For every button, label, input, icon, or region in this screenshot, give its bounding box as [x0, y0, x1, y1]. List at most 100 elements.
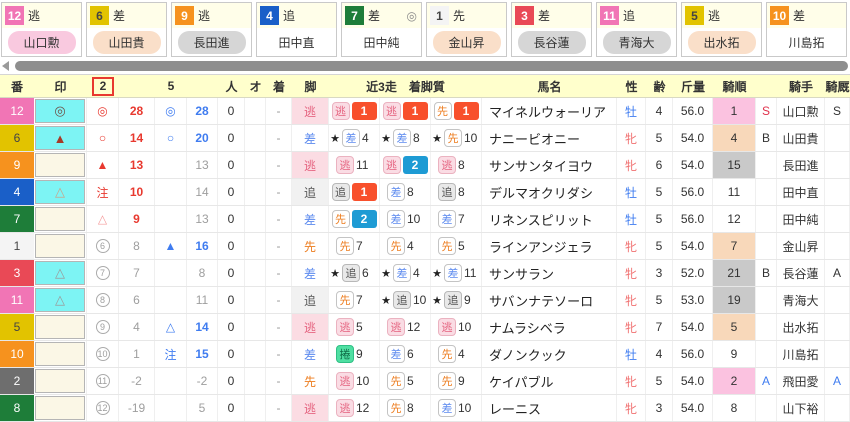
- run-position: 10: [463, 131, 478, 145]
- sex-cell: 牝: [617, 287, 646, 313]
- horse-name-cell[interactable]: ナムラシベラ: [482, 314, 617, 340]
- mark-box-cell[interactable]: ▲: [34, 125, 87, 151]
- mark-box-cell[interactable]: [34, 206, 87, 232]
- mark-box-cell[interactable]: [34, 233, 87, 259]
- col5-value-cell: 28: [187, 98, 218, 124]
- jockey-name: 川島拓: [788, 35, 825, 50]
- mark-box-cell[interactable]: [34, 395, 87, 421]
- run-position: 10: [458, 401, 472, 415]
- age-cell: 3: [646, 395, 673, 421]
- popularity-cell: 0: [218, 233, 245, 259]
- popularity-cell: 0: [218, 260, 245, 286]
- horse-name-cell[interactable]: ケイパブル: [482, 368, 617, 394]
- col2-mark-cell: 11: [87, 368, 119, 394]
- run-style-chip: 逃: [336, 318, 354, 336]
- mark-box-cell[interactable]: △: [34, 260, 87, 286]
- stable-cell: A: [825, 260, 850, 286]
- stable-cell: [825, 341, 850, 367]
- mark-box-cell[interactable]: [34, 314, 87, 340]
- run-position: 1: [453, 102, 479, 120]
- horse-number-badge: 3: [515, 6, 534, 25]
- horse-card[interactable]: 11 追青海大: [596, 2, 677, 57]
- horse-card[interactable]: 7 差 ◎ 田中純: [341, 2, 422, 57]
- mark-symbol: [35, 396, 85, 420]
- mark-symbol: [35, 342, 85, 366]
- horse-number-cell: 4: [0, 179, 34, 205]
- run-result: ★ 差 4: [380, 260, 431, 286]
- header-col2-selected[interactable]: 2: [92, 76, 114, 96]
- horse-number-badge: 4: [260, 6, 279, 25]
- horse-card[interactable]: 9 逃長田進: [171, 2, 252, 57]
- col2-mark-cell: 12: [87, 395, 119, 421]
- horse-name-cell[interactable]: リネンスピリット: [482, 206, 617, 232]
- run-position: 10: [458, 320, 472, 334]
- race-table: 番 印 2 5 人 オ 着 脚 近3走 着脚質 馬名 性 齢 斤量 騎順 騎手 …: [0, 74, 850, 422]
- mark-box-cell[interactable]: △: [34, 179, 87, 205]
- sex-cell: 牝: [617, 314, 646, 340]
- finish-cell: -: [266, 179, 292, 205]
- finish-cell: -: [266, 98, 292, 124]
- running-style-label: 逃: [198, 9, 211, 23]
- leg-style-cell: 先: [292, 233, 329, 259]
- horse-name-cell[interactable]: ラインアンジェラ: [482, 233, 617, 259]
- run-position: 5: [407, 374, 414, 388]
- mark-box-cell[interactable]: ◎: [34, 98, 87, 124]
- scroll-left-arrow-icon[interactable]: [2, 61, 9, 71]
- mark-box-cell[interactable]: [34, 368, 87, 394]
- horse-card[interactable]: 4 追田中直: [256, 2, 337, 57]
- mark-box-cell[interactable]: △: [34, 287, 87, 313]
- mark-box-cell[interactable]: [34, 341, 87, 367]
- col2-mark: 注: [96, 185, 109, 200]
- horse-name-cell[interactable]: ダノンクック: [482, 341, 617, 367]
- horse-number-cell: 12: [0, 98, 34, 124]
- run-result: 逃 11: [329, 152, 380, 178]
- horse-name-cell[interactable]: サンサンタイヨウ: [482, 152, 617, 178]
- horse-name-cell[interactable]: サバンナテソーロ: [482, 287, 617, 313]
- flag-cell: [756, 152, 777, 178]
- col5-mark-cell: [155, 179, 187, 205]
- card-body: 出水拓: [682, 28, 761, 56]
- table-row: 3 △ 7 7 8 0- 差 ★ 追 6 ★ 差 4 ★ 差 11 サンサラン牝 3 52.0 21 B 長谷蓮 A: [0, 260, 850, 287]
- run-style-chip: 先: [438, 372, 456, 390]
- horse-card[interactable]: 10 差川島拓: [766, 2, 847, 57]
- ride-order-cell: 5: [713, 314, 756, 340]
- run-position: 7: [356, 293, 363, 307]
- horse-card[interactable]: 1 先金山昇: [426, 2, 507, 57]
- horse-name-cell[interactable]: デルマオクリダシ: [482, 179, 617, 205]
- scrollbar-thumb[interactable]: [15, 61, 848, 71]
- horse-name-cell[interactable]: ナニービオニー: [482, 125, 617, 151]
- popularity-cell: 0: [218, 395, 245, 421]
- header-weight: 斤量: [680, 79, 705, 94]
- mark-box-cell[interactable]: [34, 152, 87, 178]
- header-col5[interactable]: 5: [167, 79, 175, 93]
- horse-name-cell[interactable]: レーニス: [482, 395, 617, 421]
- horse-card[interactable]: 5 逃出水拓: [681, 2, 762, 57]
- horse-card[interactable]: 12 逃山口勲: [1, 2, 82, 57]
- horse-name-cell[interactable]: サンサラン: [482, 260, 617, 286]
- flag-cell: B: [756, 125, 777, 151]
- jockey-cell: 田中純: [777, 206, 825, 232]
- scrollbar-track[interactable]: [13, 61, 848, 71]
- sex-cell: 牝: [617, 152, 646, 178]
- run-style-chip: 差: [341, 129, 360, 147]
- run-position: 5: [356, 320, 363, 334]
- age-cell: 3: [646, 260, 673, 286]
- jockey-name: 田中直: [278, 35, 315, 50]
- finish-cell: -: [266, 125, 292, 151]
- horse-card[interactable]: 3 差長谷蓮: [511, 2, 592, 57]
- jockey-cell: 長田進: [777, 152, 825, 178]
- run-result: ★ 追 6: [329, 260, 380, 286]
- horizontal-scrollbar[interactable]: [0, 58, 850, 74]
- horse-card[interactable]: 6 差山田貴: [86, 2, 167, 57]
- last3-runs-cell: 先 7 ★ 追 10 ★ 追 9: [329, 287, 482, 313]
- card-body: 川島拓: [767, 28, 846, 56]
- odds-cell: [245, 179, 266, 205]
- running-style-label: 先: [453, 9, 466, 23]
- run-position: 11: [356, 158, 369, 172]
- finish-cell: -: [266, 395, 292, 421]
- horse-name-cell[interactable]: マイネルウォーリア: [482, 98, 617, 124]
